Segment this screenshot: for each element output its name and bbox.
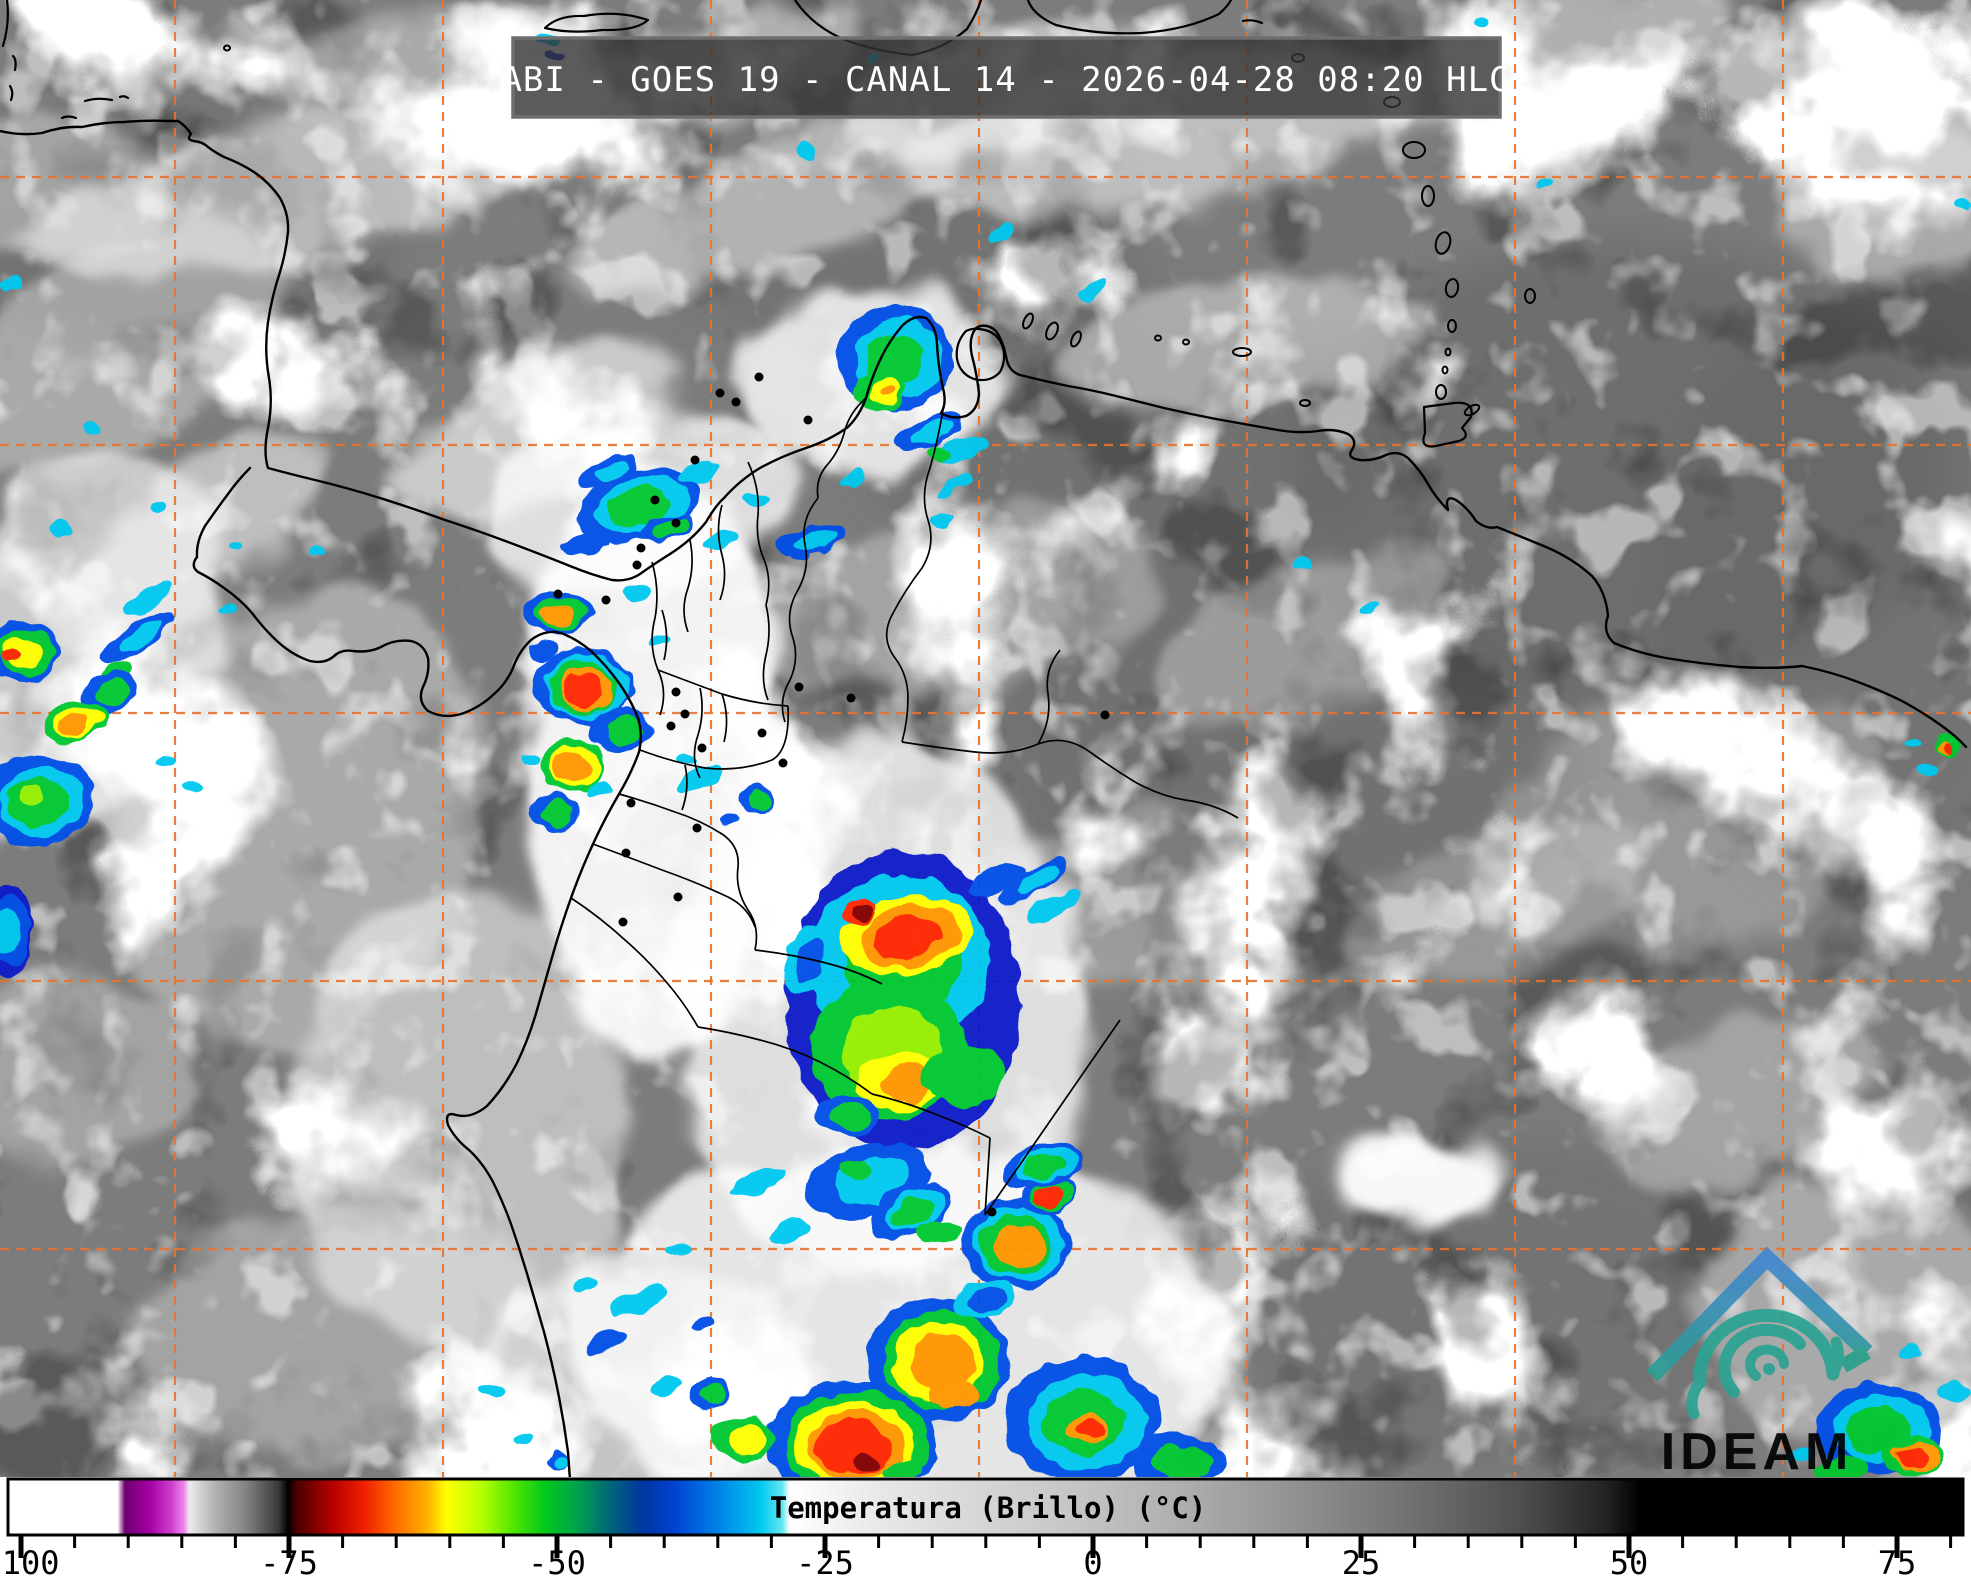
ideam-logo: IDEAM xyxy=(1646,1246,1873,1481)
logo-roof-icon xyxy=(1646,1246,1873,1382)
title-box xyxy=(511,36,1502,119)
title-bar: ABI - GOES 19 - CANAL 14 - 2026-04-28 08… xyxy=(501,36,1510,119)
map-canvas xyxy=(0,0,1971,1530)
colorbar-tick-label: -75 xyxy=(260,1544,318,1577)
colorbar: Temperatura (Brillo) (°C) -100 -75 -50 -25 0… xyxy=(0,1477,1971,1577)
graticule-grid xyxy=(0,0,1971,1477)
colorbar-gradient xyxy=(6,1477,1965,1537)
colorbar-tick-label: 75 xyxy=(1878,1544,1917,1577)
coastlines xyxy=(0,119,1968,1482)
colorbar-tick-label: -100 xyxy=(0,1544,60,1577)
logo-cyclone-swirl-icon xyxy=(1686,1308,1844,1420)
colorbar-ticks xyxy=(18,1535,1953,1558)
colorbar-tick-label: 50 xyxy=(1610,1544,1649,1577)
colorbar-tick-label: -50 xyxy=(528,1544,586,1577)
colorbar-tick-label: 25 xyxy=(1342,1544,1381,1577)
logo-wordmark: IDEAM xyxy=(1661,1423,1854,1481)
city-dots xyxy=(553,372,1110,1217)
colorbar-labels: -100 -75 -50 -25 0 25 50 75 xyxy=(0,1544,1916,1577)
colorbar-tick-label: 0 xyxy=(1083,1544,1102,1577)
image-title: ABI - GOES 19 - CANAL 14 - 2026-04-28 08… xyxy=(501,60,1510,100)
colorbar-title: Temperatura (Brillo) (°C) xyxy=(770,1491,1207,1525)
colorbar-tick-label: -25 xyxy=(796,1544,854,1577)
logo-roof-hook xyxy=(1839,1345,1871,1373)
